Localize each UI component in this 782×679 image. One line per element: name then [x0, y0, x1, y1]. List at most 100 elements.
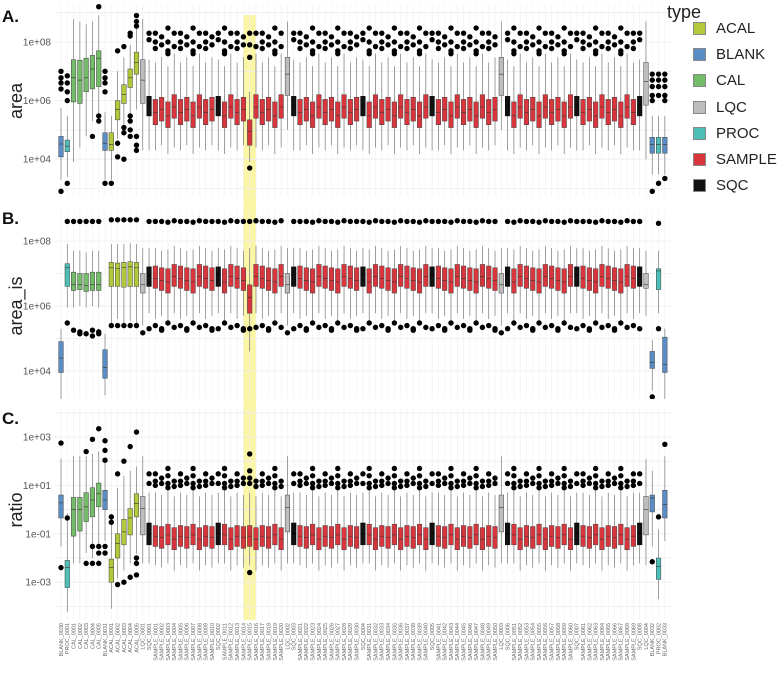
- x-tick-label: SAMPLE_0036: [399, 623, 405, 661]
- outlier-point: [309, 465, 316, 472]
- x-tick-label: SAMPLE_0045: [461, 623, 467, 661]
- box-ACAL_0004: [127, 30, 133, 140]
- box: [278, 527, 284, 550]
- box-SAMPLE_0027: [335, 465, 341, 564]
- outlier-point: [322, 482, 328, 489]
- legend-label: BLANK: [716, 45, 766, 63]
- outlier-point: [592, 219, 599, 225]
- outlier-point: [278, 30, 284, 36]
- x-tick-label: SAMPLE_0009: [204, 623, 210, 661]
- x-tick-label: SAMPLE_0022: [304, 623, 310, 661]
- outlier-point: [353, 218, 360, 225]
- box-SAMPLE_0054: [530, 34, 536, 146]
- outlier-point: [303, 34, 310, 40]
- outlier-point: [102, 543, 108, 550]
- outlier-point: [536, 473, 542, 479]
- outlier-point: [259, 45, 265, 52]
- outlier-point: [542, 43, 549, 50]
- outlier-point: [592, 465, 599, 472]
- outlier-point: [360, 480, 366, 487]
- outlier-point: [297, 482, 303, 489]
- outlier-point: [605, 30, 611, 36]
- box-SAMPLE_0034: [385, 34, 391, 146]
- outlier-point: [599, 324, 605, 331]
- outlier-point: [158, 218, 165, 225]
- box-BLANK_0032: [649, 71, 655, 195]
- box: [542, 94, 548, 119]
- box-SAMPLE_0018: [265, 475, 272, 568]
- box-SAMPLE_0045: [460, 471, 467, 566]
- box-SAMPLE_0047: [473, 25, 479, 155]
- box-SAMPLE_0016: [253, 30, 259, 148]
- outlier-point: [309, 219, 316, 225]
- legend-label: CAL: [716, 71, 746, 89]
- box-ACAL_0001: [108, 115, 115, 187]
- outlier-point: [410, 34, 416, 40]
- box: [77, 273, 83, 290]
- outlier-point: [202, 322, 209, 329]
- outlier-point: [240, 480, 247, 487]
- box-SAMPLE_0009: [202, 471, 209, 566]
- outlier-point: [592, 480, 599, 487]
- outlier-point: [662, 77, 668, 83]
- outlier-point: [278, 324, 284, 331]
- outlier-point: [341, 483, 347, 490]
- outlier-point: [379, 45, 385, 52]
- box-SQC_0003: [291, 30, 297, 151]
- outlier-point: [618, 320, 624, 326]
- box-SAMPLE_0060: [567, 478, 574, 571]
- outlier-point: [416, 50, 423, 57]
- box-SAMPLE_0048: [479, 30, 486, 148]
- panel-area: 1e+04 1e+06 1e+08: [23, 4, 671, 197]
- outlier-point: [247, 451, 253, 457]
- outlier-point: [397, 43, 404, 50]
- box-SAMPLE_0058: [555, 218, 561, 333]
- outlier-point: [655, 514, 662, 520]
- box: [316, 94, 322, 119]
- outlier-point: [454, 478, 460, 484]
- y-tick-label: 1e-03: [25, 578, 51, 589]
- box-SAMPLE_0029: [347, 471, 354, 566]
- box-BLANK_0030: [58, 440, 64, 571]
- outlier-point: [416, 480, 423, 487]
- outlier-point: [561, 485, 567, 491]
- outlier-point: [247, 569, 253, 576]
- outlier-point: [404, 30, 410, 36]
- box: [221, 268, 228, 294]
- x-tick-label: SAMPLE_0008: [197, 623, 203, 661]
- box-SAMPLE_0063: [592, 219, 599, 326]
- outlier-point: [618, 50, 624, 57]
- outlier-point: [523, 30, 530, 36]
- box: [643, 62, 649, 106]
- box-SAMPLE_0068: [624, 478, 630, 571]
- outlier-point: [567, 30, 574, 36]
- outlier-point: [536, 50, 542, 57]
- outlier-point: [441, 42, 448, 48]
- outlier-point: [58, 68, 64, 75]
- box-SAMPLE_0058: [555, 34, 561, 146]
- box: [322, 265, 328, 289]
- box: [517, 94, 523, 119]
- box: [196, 264, 202, 287]
- outlier-point: [58, 564, 64, 571]
- outlier-point: [190, 320, 196, 326]
- outlier-point: [473, 25, 479, 31]
- legend-item-sample: SAMPLE: [693, 149, 777, 169]
- legend-item-lqc: LQC: [693, 97, 747, 117]
- outlier-point: [372, 43, 379, 50]
- outlier-point: [574, 480, 580, 487]
- x-tick-label: SAMPLE_0020: [279, 623, 285, 661]
- x-tick-label: BLANK_0032: [650, 623, 656, 656]
- x-tick-label: SAMPLE_0021: [298, 623, 304, 661]
- box: [461, 265, 467, 289]
- box-SAMPLE_0003: [165, 465, 171, 564]
- box-ACAL_0001: [108, 217, 115, 329]
- boxes: [58, 426, 668, 612]
- box: [228, 527, 234, 550]
- outlier-point: [655, 220, 662, 227]
- x-tick-label: CAL_0001: [71, 623, 77, 649]
- outlier-point: [630, 471, 637, 477]
- box: [611, 267, 618, 291]
- outlier-point: [416, 219, 423, 225]
- outlier-point: [435, 471, 442, 477]
